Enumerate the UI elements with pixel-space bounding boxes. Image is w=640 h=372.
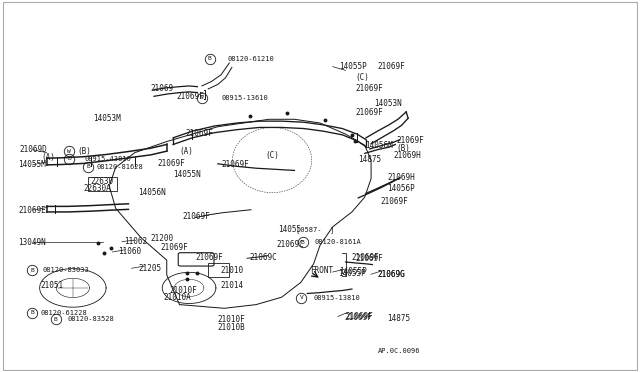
Text: (C): (C) [355,73,369,82]
Text: 21010A: 21010A [164,294,191,302]
Text: (A): (A) [179,147,193,156]
Text: 21069E: 21069E [19,206,46,215]
Text: 21069H: 21069H [394,151,421,160]
Text: 08120-83033: 08120-83033 [42,267,89,273]
Text: 14056N: 14056N [138,188,166,197]
Text: 22630: 22630 [90,177,113,186]
Text: 21069F: 21069F [355,108,383,117]
Text: 21069C: 21069C [250,253,278,262]
Text: 14875: 14875 [358,155,381,164]
Text: B: B [54,317,58,321]
Text: 21069F: 21069F [381,197,408,206]
Text: 21010F: 21010F [170,286,198,295]
Text: 08915-13810: 08915-13810 [314,295,360,301]
Text: 21200: 21200 [151,234,174,243]
Text: [0587-  ]: [0587- ] [296,226,334,233]
Text: 14056M: 14056M [365,141,392,151]
Text: 21069F: 21069F [182,212,211,221]
Text: B: B [207,57,211,61]
Text: 21010F: 21010F [218,315,246,324]
Text: 08120-83528: 08120-83528 [68,316,115,322]
Text: AP.0C.0096: AP.0C.0096 [378,348,420,354]
Text: 14055P: 14055P [339,267,367,276]
Text: 21069F: 21069F [221,160,249,169]
Text: 14053N: 14053N [374,99,402,108]
Text: 21069F: 21069F [378,62,405,71]
Text: 21069F: 21069F [352,253,380,262]
Text: W: W [200,95,204,100]
Text: 08120-8161A: 08120-8161A [315,239,362,245]
Text: B: B [67,156,71,161]
Text: 21069G: 21069G [378,270,405,279]
Text: 21069F: 21069F [176,92,204,101]
Text: 21069F: 21069F [355,84,383,93]
Text: 14056P: 14056P [387,185,415,193]
Text: 21051: 21051 [40,281,63,290]
Text: 21069F: 21069F [346,312,373,321]
Text: 21205: 21205 [138,264,161,273]
Text: 21010B: 21010B [218,323,246,332]
Text: 14055P: 14055P [338,269,365,278]
Text: 21069C: 21069C [276,240,305,249]
Text: B: B [301,240,305,245]
Text: 21069F: 21069F [161,243,188,251]
Text: 21069F: 21069F [397,136,424,145]
Text: W: W [67,149,71,154]
Text: B: B [30,310,34,315]
Text: 08120-61228: 08120-61228 [40,310,87,316]
Text: 22630A: 22630A [84,185,111,193]
Text: 08120-81628: 08120-81628 [97,164,143,170]
Text: (C): (C) [266,151,280,160]
Text: 14055: 14055 [278,225,301,234]
Text: 14055M: 14055M [19,160,46,169]
Text: 14875: 14875 [387,314,410,323]
Text: 14053M: 14053M [93,114,121,123]
Text: FRONT: FRONT [310,266,333,275]
Text: 11062: 11062 [125,237,148,246]
Text: 14055N: 14055N [173,170,201,179]
Text: 14055P: 14055P [339,62,367,71]
Text: 21069F: 21069F [344,313,372,322]
Text: 21069F: 21069F [157,158,185,167]
Text: 08915-13610: 08915-13610 [221,95,268,101]
Text: 11060: 11060 [118,247,141,256]
Text: 21069F: 21069F [186,129,214,138]
Text: 21069D: 21069D [20,145,47,154]
Text: (A): (A) [41,153,55,161]
Text: B: B [86,164,90,169]
Text: (B): (B) [77,147,92,156]
Text: 21069: 21069 [151,84,174,93]
Text: 21069H: 21069H [387,173,415,182]
Text: V: V [300,295,303,301]
Text: (B): (B) [397,144,410,153]
Text: 21010: 21010 [220,266,243,275]
Text: B: B [30,268,34,273]
Text: 13049N: 13049N [19,238,46,247]
Text: 21014: 21014 [220,281,243,290]
Text: 21069G: 21069G [378,270,405,279]
Text: 21069F: 21069F [355,254,383,263]
Text: 08120-61210: 08120-61210 [227,56,274,62]
Text: 21069F: 21069F [195,253,223,262]
Text: 08915-43810: 08915-43810 [85,156,132,162]
